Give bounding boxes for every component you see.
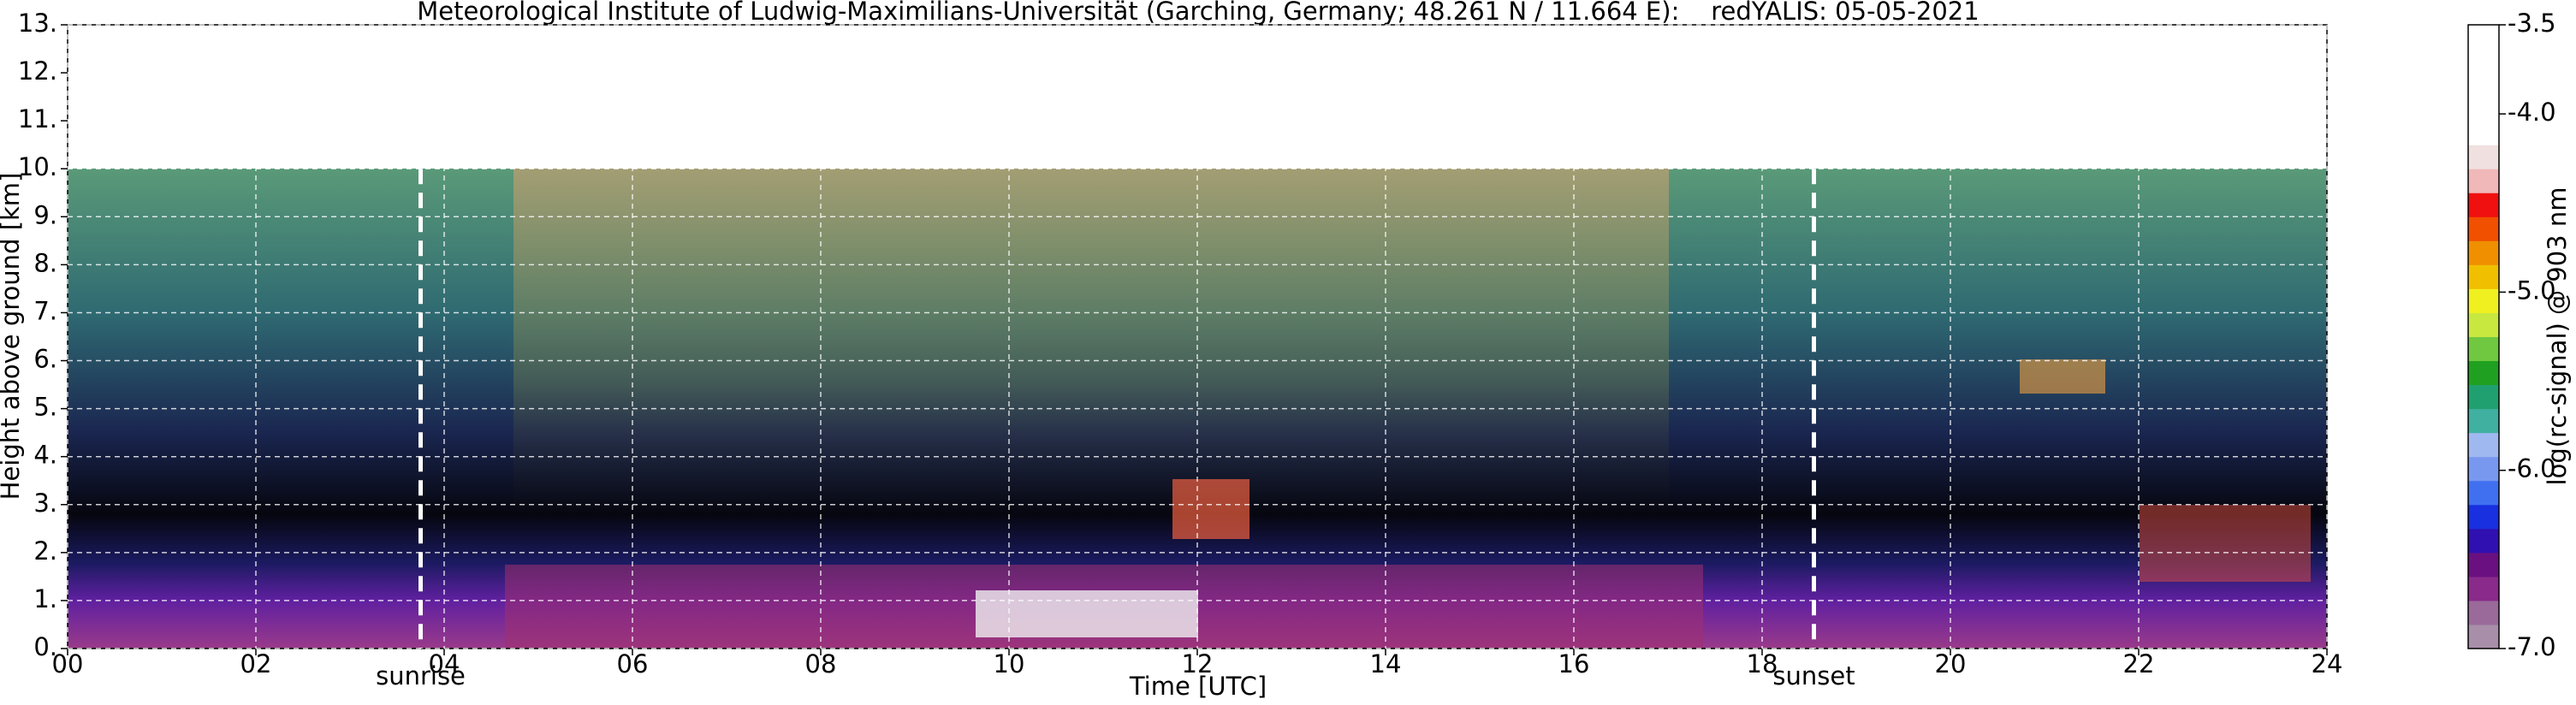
colorbar-tick-label: -3.5 [2508,9,2556,38]
colorbar-tick-label: -7.0 [2508,632,2556,661]
y-tick-label: 4. [33,441,57,470]
x-tick-label: 20 [1935,649,1967,678]
colorbar-segment [2468,49,2499,74]
y-tick-label: 7. [33,296,57,325]
x-tick-label: 12 [1182,649,1214,678]
colorbar-segment [2468,169,2499,193]
x-tick-label: 02 [240,649,272,678]
colorbar-label: log(rc-signal) @ 903 nm [2543,187,2572,486]
y-tick-label: 3. [33,489,57,518]
x-tick-label: 16 [1558,649,1590,678]
colorbar-segment [2468,97,2499,121]
colorbar-segment [2468,193,2499,217]
colorbar-segment [2468,528,2499,554]
annotation: sunset [1772,661,1855,690]
colorbar-frame [2467,24,2500,649]
y-tick-label: 10. [18,152,57,181]
colorbar-tick-label: -6.0 [2508,454,2556,483]
y-tick-label: 11. [18,104,57,133]
x-tick-label: 04 [429,649,460,678]
colorbar-segment [2468,384,2499,410]
colorbar-segment [2468,121,2499,145]
colorbar-segment [2468,576,2499,601]
colorbar-segment [2468,504,2499,530]
x-tick-label: 10 [994,649,1025,678]
colorbar-segment [2468,145,2499,169]
x-tick-label: 08 [805,649,837,678]
colorbar-tick-label: -5.0 [2508,275,2556,305]
colorbar-segment [2468,312,2499,337]
daytime-tint [513,169,1669,528]
cloud-patch [1172,479,1249,539]
x-tick-label: 18 [1747,649,1778,678]
cloud-patch [2140,505,2311,582]
chart-title: Meteorological Institute of Ludwig-Maxim… [417,0,1979,26]
colorbar-segment [2468,264,2499,289]
x-tick-label: 22 [2123,649,2155,678]
colorbar-segment [2468,360,2499,386]
colorbar-tick-label: -4.0 [2508,98,2556,127]
x-tick-label: 06 [617,649,649,678]
x-axis-label: Time [UTC] [1129,672,1267,701]
cloud-patch [2020,359,2105,394]
annotation: sunrise [376,661,466,690]
x-tick-label: 14 [1370,649,1402,678]
y-tick-label: 12. [18,56,57,86]
x-tick-label: 00 [52,649,84,678]
y-tick-label: 6. [33,345,57,374]
colorbar-segment [2468,288,2499,313]
colorbar-segment [2468,480,2499,506]
colorbar-segment [2468,624,2499,649]
colorbar-segment [2468,336,2499,362]
colorbar-segment [2468,600,2499,625]
colorbar-segment [2468,552,2499,578]
y-tick-label: 9. [33,200,57,229]
y-tick-label: 8. [33,248,57,277]
colorbar-segment [2468,216,2499,241]
x-tick-label: 24 [2312,649,2343,678]
colorbar-segment [2468,25,2499,50]
y-tick-label: 13. [18,9,57,38]
colorbar-segment [2468,456,2499,482]
y-tick-label: 1. [33,584,57,613]
y-tick-label: 0. [33,632,57,661]
aerosol-layer [976,590,1198,637]
y-tick-label: 2. [33,536,57,566]
colorbar-segment [2468,408,2499,434]
y-tick-label: 5. [33,393,57,422]
colorbar-segment [2468,240,2499,265]
colorbar-segment [2468,432,2499,458]
y-axis-label: Height above ground [km] [0,173,25,501]
colorbar-segment [2468,73,2499,98]
